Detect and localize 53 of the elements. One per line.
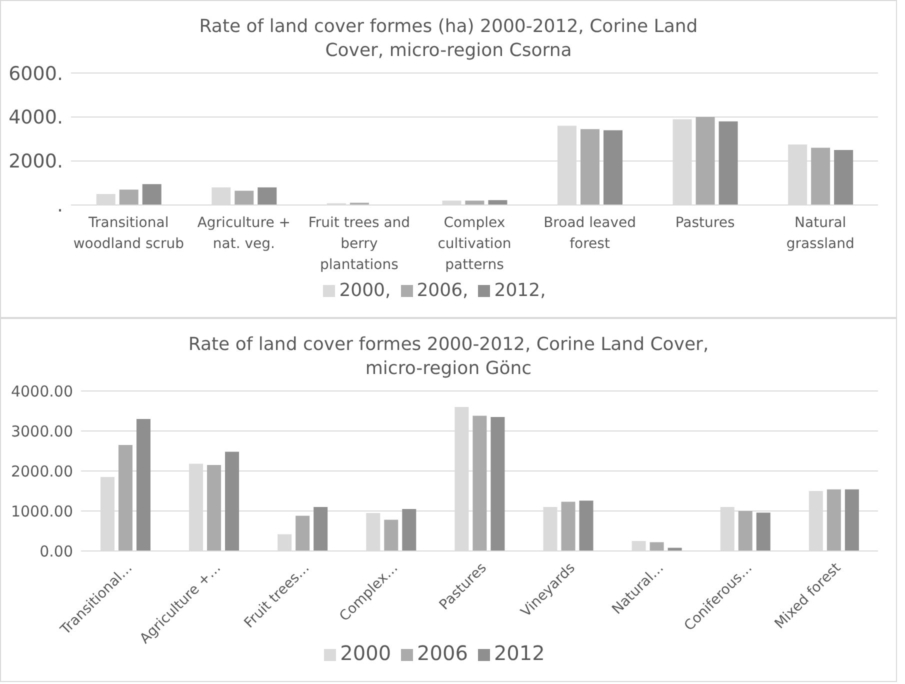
- legend-label: 2000,: [339, 280, 391, 301]
- bar: [119, 190, 138, 205]
- bar: [834, 150, 854, 205]
- bar: [118, 445, 132, 551]
- y-tick-label: 2000.: [8, 150, 63, 173]
- x-tick-label: Fruit trees and berry plantations: [308, 214, 410, 273]
- bar: [142, 184, 162, 205]
- bar: [650, 542, 664, 551]
- bar: [738, 511, 752, 551]
- legend-label: 2006,: [416, 280, 468, 301]
- chart-title: Rate of land cover formes (ha) 2000-2012, Corine Land Cover, micro-region Csorna: [198, 15, 699, 63]
- y-tick-label: 6000.: [8, 62, 63, 85]
- bar: [490, 417, 505, 551]
- y-tick-label: 4000.00: [10, 382, 73, 400]
- y-tick-label: 0.00: [40, 542, 73, 560]
- bar: [465, 200, 484, 205]
- x-tick-label: Transitional woodland scrub: [73, 214, 184, 252]
- bar: [258, 187, 277, 205]
- bar: [488, 200, 508, 205]
- bar: [402, 509, 416, 551]
- bar: [844, 489, 859, 551]
- bar: [826, 489, 841, 551]
- bar: [756, 512, 770, 551]
- x-tick-label: Complex cultivation patterns: [438, 214, 512, 273]
- bar: [225, 452, 240, 551]
- bar: [136, 419, 150, 551]
- bar: [718, 121, 738, 205]
- bar: [207, 465, 222, 551]
- y-tick-label: 4000.: [8, 106, 63, 129]
- bar: [580, 129, 600, 205]
- bar: [296, 516, 310, 551]
- legend-label: 2006: [417, 641, 468, 665]
- bar: [384, 520, 398, 551]
- legend-label: 2000: [340, 641, 392, 665]
- x-tick-label: Natural grassland: [786, 214, 854, 252]
- bar: [696, 117, 715, 205]
- x-tick-label: Broad leaved forest: [544, 214, 636, 252]
- legend-label: 2012: [494, 641, 545, 665]
- legend-label: 2012,: [494, 280, 546, 301]
- x-tick-label: Agriculture + nat. veg.: [197, 214, 291, 252]
- y-tick-label: 1000.00: [10, 502, 73, 520]
- y-tick-label: .: [56, 194, 63, 217]
- x-tick-label: Pastures: [675, 214, 735, 231]
- bar: [579, 500, 594, 551]
- chart-title: Rate of land cover formes 2000-2012, Corine Land Cover, micro-region Gönc: [187, 333, 710, 381]
- bar: [314, 507, 328, 551]
- bar: [561, 502, 576, 551]
- bar: [472, 416, 487, 551]
- bar: [234, 190, 254, 205]
- bar: [811, 148, 830, 205]
- y-tick-label: 2000.00: [10, 462, 73, 480]
- bar: [604, 130, 623, 205]
- y-tick-label: 3000.00: [10, 422, 73, 440]
